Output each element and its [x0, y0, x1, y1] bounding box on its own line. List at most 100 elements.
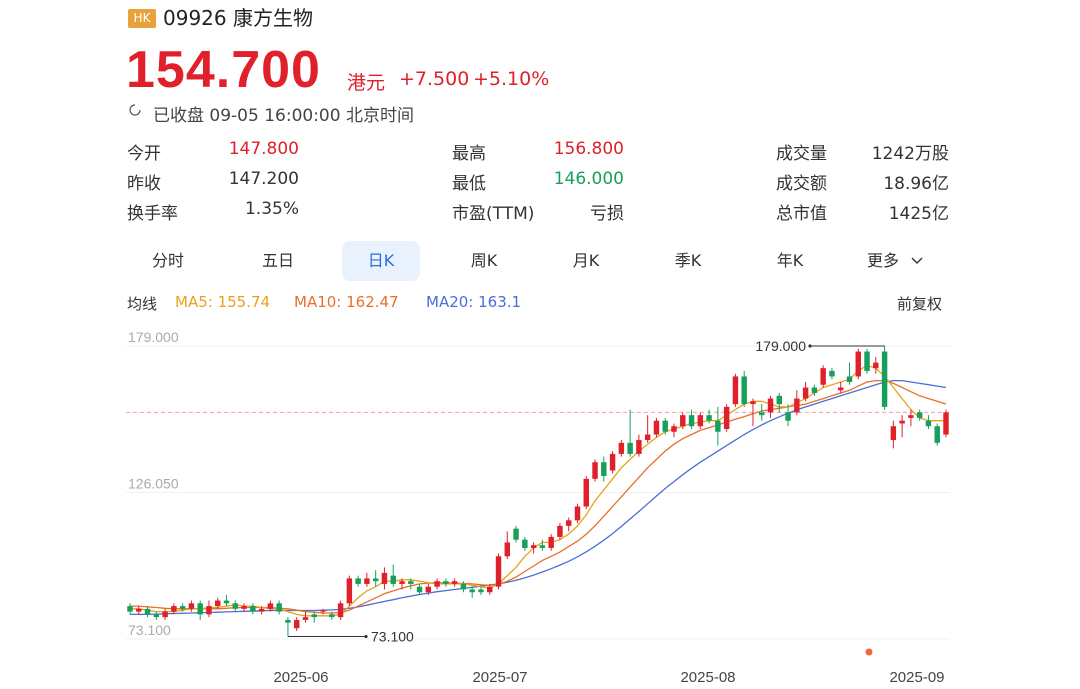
candle-body: [206, 606, 212, 615]
adjust-mode-button[interactable]: 前复权: [897, 295, 943, 313]
candle-body: [487, 586, 493, 593]
candle-body: [864, 351, 870, 371]
candle-body: [215, 600, 221, 607]
stat-value: 146.000: [553, 169, 624, 189]
candle-body: [337, 603, 344, 618]
candle-body: [776, 395, 783, 405]
currency-label: 港元: [347, 72, 386, 94]
stock-title: 09926 康方生物: [163, 6, 313, 30]
ma10-line: [130, 379, 947, 614]
candle-body: [232, 603, 239, 609]
stat-value: 亏损: [590, 204, 624, 224]
candle-body: [241, 606, 247, 609]
candle-body: [530, 545, 537, 548]
market-status: 已收盘 09-05 16:00:00 北京时间: [153, 106, 414, 126]
candle-body: [759, 412, 765, 416]
candle-body: [223, 600, 230, 604]
stat-label: 总市值: [776, 204, 827, 224]
candle-body: [153, 614, 160, 618]
max-price-annotation: 179.000: [755, 338, 806, 354]
candle-body: [706, 415, 712, 421]
stat-value: 1.35%: [244, 199, 299, 219]
max-marker-dot: [808, 344, 812, 348]
candle-body: [890, 426, 897, 441]
event-marker: [865, 648, 873, 656]
stat-value: 18.96亿: [883, 174, 949, 194]
tab-3[interactable]: 周K: [470, 251, 498, 270]
stat-label: 市盈(TTM): [452, 204, 535, 224]
candle-body: [680, 415, 686, 427]
stat-label: 最低: [452, 174, 486, 194]
stat-value: 156.800: [553, 139, 624, 159]
candle-body: [723, 406, 730, 430]
candle-body: [469, 589, 475, 593]
candle-body: [478, 589, 484, 593]
candle-body: [548, 536, 554, 548]
candle-body: [136, 608, 142, 612]
stat-label: 今开: [127, 144, 161, 164]
candle-body: [171, 606, 177, 612]
candle-body: [364, 578, 370, 584]
ma20-legend: MA20: 163.1: [426, 293, 522, 311]
candle-body: [276, 603, 282, 612]
candle-body: [618, 442, 625, 454]
ma20-line: [130, 379, 947, 616]
candle-body: [697, 415, 704, 427]
candle-body: [258, 608, 265, 612]
candle-body: [329, 614, 335, 618]
candle-body: [250, 606, 256, 612]
candle-body: [671, 426, 677, 432]
stat-label: 换手率: [127, 204, 178, 224]
market-badge: HK: [128, 9, 156, 28]
candle-body: [741, 376, 747, 405]
candle-body: [899, 420, 905, 424]
kline-chart[interactable]: 179.000 126.050 73.100 179.000 73.100 2025-06…: [0, 320, 1080, 689]
candle-body: [934, 426, 940, 443]
candle-body: [715, 420, 721, 432]
candle-body: [425, 586, 432, 593]
candle-body: [601, 462, 607, 477]
candle-body: [583, 478, 589, 507]
ma5-line: [130, 364, 946, 617]
tab-0[interactable]: 分时: [151, 251, 184, 270]
candle-body: [925, 420, 932, 427]
stat-label: 最高: [452, 144, 486, 164]
candle-body: [881, 351, 888, 407]
tab-5[interactable]: 季K: [674, 251, 702, 270]
stat-value: 1425亿: [888, 204, 949, 224]
candle-body: [451, 581, 458, 584]
candle-body: [381, 572, 388, 584]
tab-2[interactable]: 日K: [342, 241, 420, 281]
candle-body: [820, 368, 826, 385]
tab-4[interactable]: 月K: [572, 251, 600, 270]
candle-body: [916, 412, 923, 418]
candle-body: [688, 415, 695, 427]
x-tick-label: 2025-09: [889, 669, 944, 686]
chevron-down-icon[interactable]: [911, 256, 923, 266]
candle-body: [636, 440, 642, 454]
tab-7[interactable]: 更多: [866, 251, 899, 270]
candle-body: [802, 387, 809, 399]
candle-body: [355, 578, 361, 584]
candle-body: [653, 420, 660, 435]
candle-body: [513, 528, 519, 540]
candle-body: [627, 442, 633, 454]
x-tick-label: 2025-06: [273, 669, 328, 686]
tab-6[interactable]: 年K: [776, 251, 804, 270]
candle-body: [179, 606, 186, 609]
candle-body: [609, 453, 616, 471]
candle-body: [767, 398, 774, 413]
clock-icon: [129, 104, 141, 116]
candle-body: [539, 545, 546, 548]
ma10-legend: MA10: 162.47: [294, 293, 399, 311]
candle-body: [829, 370, 835, 377]
tab-1[interactable]: 五日: [261, 251, 294, 270]
candle-body: [811, 387, 818, 394]
min-price-annotation: 73.100: [371, 629, 414, 645]
candle-body: [837, 387, 844, 391]
candle-body: [574, 506, 581, 521]
min-marker-dot: [364, 634, 368, 639]
current-price: 154.700: [126, 41, 321, 99]
candle-body: [443, 581, 449, 584]
candle-body: [408, 581, 414, 584]
